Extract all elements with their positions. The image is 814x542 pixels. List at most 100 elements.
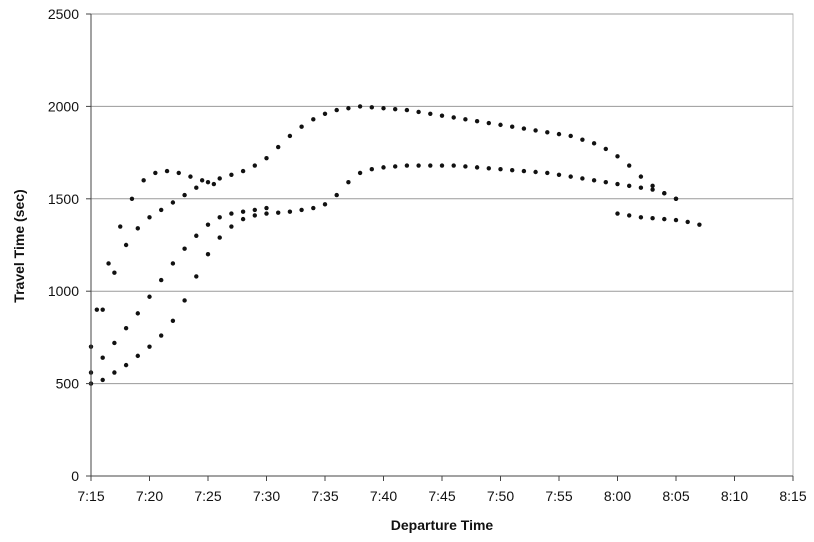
data-points (88, 104, 702, 386)
scatter-point (615, 154, 620, 159)
scatter-point (159, 277, 164, 283)
scatter-point (439, 113, 445, 118)
scatter-point (112, 340, 117, 346)
scatter-point (545, 170, 550, 176)
x-tick-label: 7:45 (428, 488, 455, 504)
scatter-point (135, 226, 140, 231)
scatter-point (627, 183, 632, 189)
scatter-point (451, 163, 456, 168)
scatter-point (129, 196, 135, 201)
scatter-point (229, 172, 234, 177)
scatter-point (416, 163, 421, 168)
scatter-series-2 (88, 205, 269, 375)
scatter-point (217, 215, 222, 220)
scatter-point (100, 307, 105, 312)
scatter-point (591, 141, 597, 146)
scatter-point (264, 211, 269, 216)
x-tick-label: 7:20 (136, 488, 163, 504)
scatter-point (135, 311, 140, 316)
scatter-point (205, 222, 211, 227)
scatter-point (147, 215, 152, 220)
scatter-point (311, 205, 316, 211)
scatter-point (510, 124, 515, 129)
scatter-point (311, 117, 316, 122)
scatter-point (188, 174, 193, 179)
scatter-point (521, 168, 527, 174)
scatter-series-0 (88, 163, 679, 386)
scatter-point (123, 362, 129, 368)
scatter-point (662, 216, 667, 222)
x-tick-label: 8:15 (779, 488, 806, 504)
scatter-point (147, 344, 152, 349)
scatter-point (615, 181, 620, 187)
x-tick-label: 7:15 (77, 488, 104, 504)
scatter-point (486, 166, 491, 171)
scatter-point (334, 192, 339, 198)
scatter-point (252, 207, 257, 213)
scatter-point (153, 170, 158, 176)
scatter-point (211, 181, 217, 187)
scatter-point (603, 179, 608, 185)
scatter-point (521, 126, 527, 131)
scatter-point (322, 202, 328, 207)
scatter-point (229, 211, 234, 216)
scatter-point (287, 133, 293, 139)
scatter-point (381, 165, 386, 170)
y-tick-label: 2500 (48, 6, 79, 22)
scatter-point (357, 170, 363, 176)
scatter-point (580, 137, 585, 142)
scatter-point (252, 163, 257, 168)
scatter-point (299, 207, 304, 213)
scatter-point (112, 270, 117, 275)
scatter-point (580, 176, 585, 181)
scatter-point (404, 163, 410, 168)
scatter-point (346, 179, 351, 185)
scatter-point (685, 219, 690, 225)
scatter-point (287, 209, 293, 214)
scatter-point (474, 118, 480, 124)
scatter-point (240, 209, 246, 214)
scatter-series-4 (615, 211, 702, 227)
scatter-point (650, 187, 655, 192)
tick-labels: 0 500 1000 1500 2000 2500 7:15 7:20 7:25 7:30 7:35… (48, 6, 807, 504)
scatter-point (205, 179, 211, 185)
scatter-point (176, 170, 181, 176)
scatter-point (252, 213, 257, 218)
x-tick-label: 7:35 (311, 488, 338, 504)
scatter-point (94, 307, 100, 312)
scatter-point (229, 224, 234, 229)
scatter-point (217, 176, 222, 181)
scatter-point (264, 205, 269, 211)
scatter-point (141, 178, 146, 183)
scatter-point (393, 164, 398, 169)
scatter-point (673, 196, 679, 201)
axes (86, 13, 794, 481)
scatter-point (463, 117, 468, 122)
x-tick-label: 7:55 (545, 488, 572, 504)
scatter-point (357, 104, 363, 109)
y-tick-label: 2000 (48, 98, 79, 114)
scatter-point (182, 298, 187, 303)
scatter-point (170, 200, 176, 205)
scatter-point (568, 133, 573, 139)
x-tick-label: 8:10 (721, 488, 748, 504)
scatter-point (603, 146, 608, 152)
scatter-point (474, 165, 480, 170)
scatter-point (638, 215, 644, 220)
scatter-point (194, 274, 199, 279)
scatter-point (217, 235, 222, 240)
x-tick-label: 8:00 (604, 488, 631, 504)
scatter-point (346, 106, 351, 111)
scatter-point (164, 168, 170, 174)
scatter-point (662, 191, 667, 196)
scatter-point (182, 246, 187, 251)
scatter-point (199, 178, 205, 183)
scatter-point (100, 355, 105, 360)
y-tick-label: 500 (56, 376, 80, 392)
scatter-point (591, 178, 597, 183)
scatter-point (123, 242, 129, 248)
scatter-point (533, 128, 538, 133)
x-tick-label: 7:40 (370, 488, 397, 504)
